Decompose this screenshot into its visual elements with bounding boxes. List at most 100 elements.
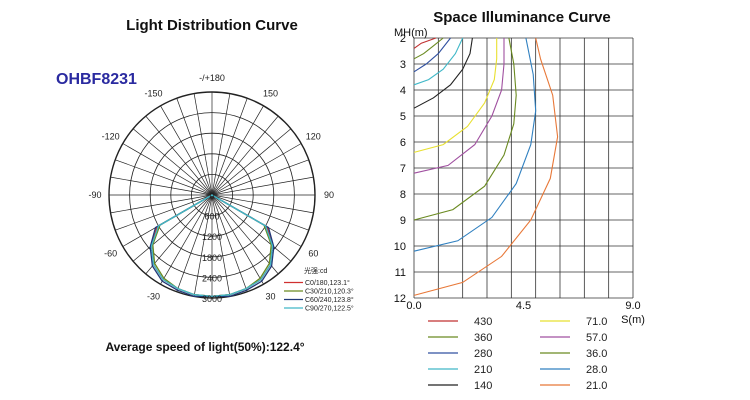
- polar-legend-label: C90/270,122.5°: [305, 305, 354, 313]
- polar-labels-group: -/+180 -150 150 -120 120 -90 90 -60 60 -30 30 0 600 1…: [88, 73, 334, 304]
- illuminance-y-tick-label: 7: [400, 163, 406, 175]
- polar-series-line: [150, 194, 274, 297]
- polar-spoke: [211, 105, 264, 196]
- polar-angle-label: -60: [104, 249, 117, 259]
- illuminance-y-tick-label: 5: [400, 111, 406, 123]
- polar-spoke: [211, 194, 279, 275]
- polar-angle-label: -120: [102, 132, 120, 142]
- polar-grid: [108, 91, 316, 299]
- polar-angle-label: -90: [88, 190, 101, 200]
- polar-spoke: [211, 143, 302, 196]
- polar-spoke: [211, 194, 248, 292]
- illuminance-chart-title: Space Illuminance Curve: [433, 9, 611, 26]
- illuminance-series-line: [413, 37, 517, 221]
- illuminance-legend-label: 57.0: [586, 332, 607, 344]
- polar-spoke: [160, 194, 213, 285]
- illuminance-series-line: [413, 37, 451, 73]
- illuminance-legend-label: 430: [474, 316, 492, 328]
- polar-spoke: [211, 194, 264, 285]
- polar-radial-label: 1800: [202, 253, 222, 263]
- polar-spoke: [145, 194, 213, 275]
- polar-angle-label: 30: [265, 291, 275, 301]
- illuminance-legend-label: 210: [474, 364, 492, 376]
- polar-spoke: [211, 194, 309, 231]
- polar-unit-label: 光强:cd: [304, 266, 327, 275]
- illuminance-y-tick-label: 12: [394, 293, 406, 305]
- polar-radial-label: 2400: [202, 273, 222, 283]
- illuminance-grid: [413, 37, 634, 299]
- polar-angle-label: -/+180: [199, 73, 225, 83]
- illuminance-x-axis-label: S(m): [621, 314, 645, 326]
- polar-spoke: [160, 105, 213, 196]
- illuminance-y-tick-label: 9: [400, 215, 406, 227]
- illuminance-legend-label: 280: [474, 348, 492, 360]
- polar-angle-label: 150: [263, 89, 278, 99]
- polar-spoke: [132, 194, 213, 262]
- polar-spoke: [145, 115, 213, 196]
- polar-legend-label: C30/210,120.3°: [305, 288, 354, 296]
- illuminance-legend: 430 360 280 210 140 71.0 57.0 36.0 28.0 21.0: [428, 316, 607, 392]
- polar-angle-label: 120: [306, 132, 321, 142]
- illuminance-y-tick-label: 3: [400, 59, 406, 71]
- illuminance-x-tick-label: 0.0: [406, 300, 421, 312]
- polar-chart: -/+180 -150 150 -120 120 -90 90 -60 60 -30 30 0 600 1…: [88, 73, 353, 313]
- illuminance-series-group: [413, 37, 559, 296]
- polar-spoke: [211, 159, 309, 196]
- polar-angle-label: -150: [144, 89, 162, 99]
- illuminance-series-line: [413, 37, 444, 60]
- polar-spoke: [132, 128, 213, 196]
- polar-legend: 光强:cd C0/180,123.1°C30/210,120.3°C60/240,…: [284, 266, 354, 313]
- polar-spoke: [115, 194, 213, 231]
- polar-spoke: [110, 194, 213, 214]
- polar-radial-label: 1200: [202, 232, 222, 242]
- illuminance-legend-label: 140: [474, 380, 492, 392]
- polar-spoke: [211, 194, 231, 297]
- illuminance-series-line: [413, 38, 498, 153]
- illuminance-chart: 2 3 4 5 6 7 8 9 10 11 120.0 4.5 9.0 MH(m) S(m): [394, 27, 645, 326]
- illuminance-y-tick-label: 6: [400, 137, 406, 149]
- polar-legend-label: C60/240,123.8°: [305, 296, 354, 304]
- polar-spoke: [211, 115, 279, 196]
- polar-spoke: [193, 194, 213, 297]
- polar-spoke: [176, 98, 213, 196]
- polar-spoke: [110, 176, 213, 196]
- illuminance-legend-label: 36.0: [586, 348, 607, 360]
- polar-chart-title: Light Distribution Curve: [126, 17, 298, 34]
- polar-legend-label: C0/180,123.1°: [305, 279, 350, 287]
- polar-spoke: [211, 93, 231, 196]
- polar-spoke: [211, 98, 248, 196]
- illuminance-x-tick-label: 4.5: [516, 300, 531, 312]
- illuminance-y-axis-label: MH(m): [394, 27, 428, 39]
- illuminance-legend-label: 21.0: [586, 380, 607, 392]
- illuminance-x-tick-label: 9.0: [625, 300, 640, 312]
- illuminance-legend-label: 71.0: [586, 316, 607, 328]
- average-beam-angle-text: Average speed of light(50%):122.4°: [105, 340, 304, 354]
- polar-spoke: [193, 93, 213, 196]
- polar-angle-label: 60: [308, 249, 318, 259]
- polar-spoke: [176, 194, 213, 292]
- illuminance-y-tick-label: 4: [400, 85, 406, 97]
- polar-radial-label: 600: [204, 212, 219, 222]
- model-number: OHBF8231: [56, 71, 137, 88]
- polar-radial-label: 3000: [202, 294, 222, 304]
- illuminance-legend-label: 28.0: [586, 364, 607, 376]
- illuminance-y-tick-label: 8: [400, 189, 406, 201]
- illuminance-y-tick-label: 11: [395, 267, 406, 279]
- polar-spoke: [211, 194, 292, 262]
- illuminance-series-line: [413, 37, 464, 86]
- illuminance-series-line: [413, 37, 537, 252]
- illuminance-y-tick-label: 2: [400, 33, 406, 45]
- illuminance-series-line: [413, 37, 473, 109]
- polar-spoke: [122, 143, 213, 196]
- illuminance-series-line: [413, 37, 437, 49]
- illuminance-labels-group: 2 3 4 5 6 7 8 9 10 11 120.0 4.5 9.0 MH(m) S(m): [394, 27, 645, 326]
- polar-spoke: [211, 194, 314, 214]
- polar-spoke: [211, 176, 314, 196]
- polar-radial-label: 0: [209, 191, 214, 201]
- illuminance-series-line: [413, 37, 559, 296]
- illuminance-legend-label: 360: [474, 332, 492, 344]
- illuminance-series-line: [413, 38, 505, 174]
- polar-spoke: [115, 159, 213, 196]
- polar-series-group: [149, 194, 275, 298]
